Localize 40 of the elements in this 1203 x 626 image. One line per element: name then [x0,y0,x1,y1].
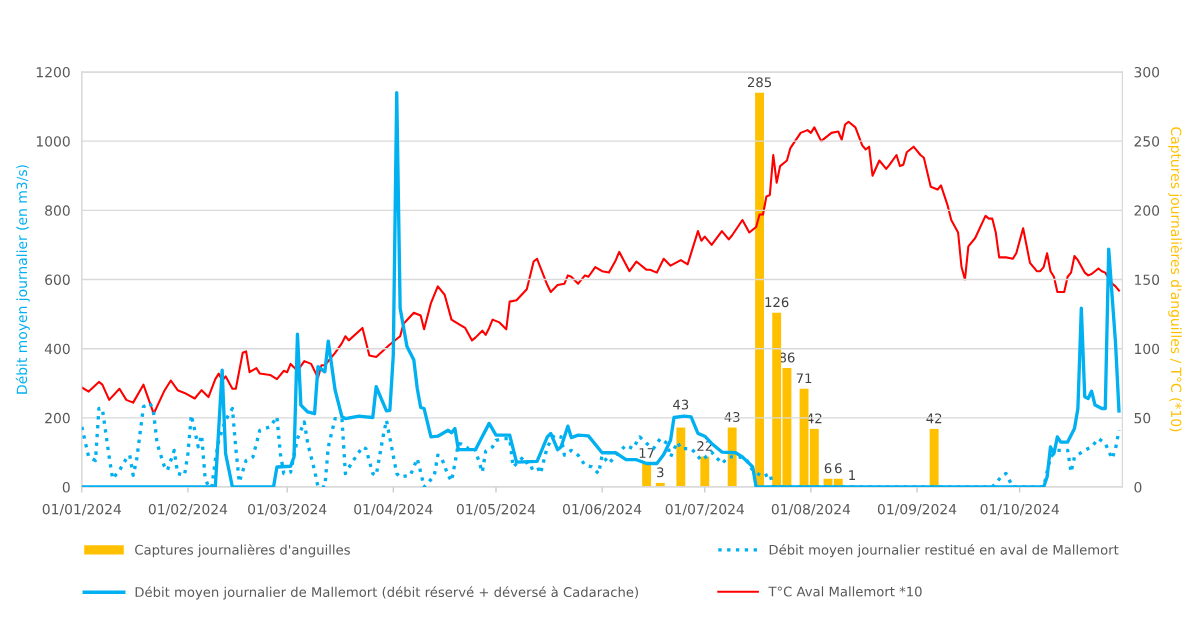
x-tick-label: 01/01/2024 [42,503,122,516]
data-label: 43 [673,399,689,410]
y-tick-label: 800 [45,205,70,216]
y-axis-title: Débit moyen journalier (en m3/s) [15,165,30,394]
legend-label: T°C Aval Mallemort *10 [768,586,922,597]
x-tick-label: 01/08/2024 [771,503,851,516]
y-tick-label: 400 [44,343,70,355]
data-label: 6 [824,463,832,474]
y2-tick-label: 150 [1135,274,1160,285]
y2-tick-label: 50 [1134,412,1151,424]
data-label: 6 [835,463,842,474]
legend-label: Captures journalières d'anguilles [135,543,350,558]
x-tick-label: 01/03/2024 [248,503,327,516]
legend-label: Débit moyen journalier de Mallemort (débit réservé + déversé à Cadarache) [135,586,638,600]
data-label: 43 [724,412,740,422]
x-tick-label: 01/10/2024 [980,503,1059,516]
x-tick-label: 01/04/2024 [354,503,433,516]
y-tick-label: 600 [45,274,70,285]
x-tick-label: 01/05/2024 [456,503,536,516]
data-label: 71 [796,373,812,384]
y2-tick-label: 200 [1134,205,1160,216]
y-tick-label: 1200 [36,66,70,78]
data-label: 3 [657,467,664,478]
y2-axis-title: Captures journalières d'anguilles / T°C (*10) [1168,127,1183,432]
y2-tick-label: 0 [1134,482,1142,493]
legend-label: Débit moyen journalier restitué en aval de Mallemort [769,543,1119,558]
data-label: 126 [765,297,789,308]
data-label: 285 [747,77,771,88]
x-tick-label: 01/07/2024 [665,503,745,516]
x-tick-label: 01/02/2024 [148,503,228,516]
y-tick-label: 0 [62,482,70,493]
y-tick-label: 200 [45,412,70,424]
data-label: 42 [926,413,942,424]
x-tick-label: 01/06/2024 [562,503,642,516]
y2-tick-label: 100 [1135,343,1160,355]
data-label: 1 [849,470,855,480]
y-tick-label: 1000 [36,136,70,147]
y2-tick-label: 250 [1134,136,1160,147]
x-tick-label: 01/09/2024 [877,503,957,516]
y2-tick-label: 300 [1134,66,1160,78]
